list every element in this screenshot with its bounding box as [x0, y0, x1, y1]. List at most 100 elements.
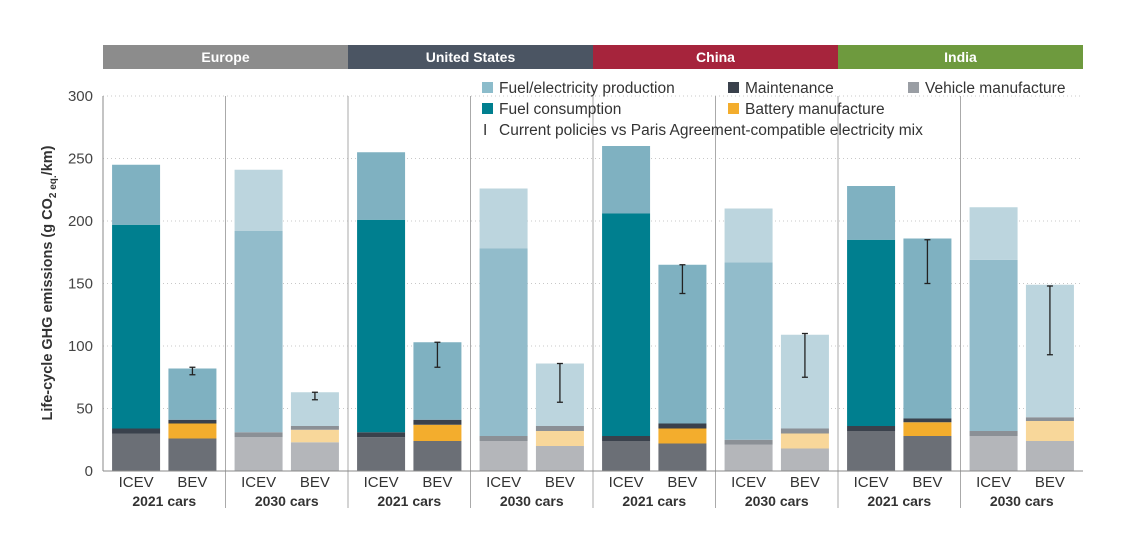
bar-segment — [112, 224, 161, 429]
group-label: 2021 cars — [867, 493, 931, 509]
x-category-label: BEV — [300, 474, 330, 491]
bar-segment — [780, 448, 829, 471]
bar-segment — [903, 418, 952, 423]
bar-segment — [479, 441, 528, 471]
x-category-label: BEV — [177, 474, 207, 491]
bar-segment — [112, 164, 161, 225]
region-label: United States — [426, 49, 516, 65]
x-category-label: BEV — [790, 474, 820, 491]
bar-segment — [479, 436, 528, 441]
bar-segment — [602, 213, 651, 436]
region-label: China — [696, 49, 735, 65]
bar-segment — [847, 239, 896, 426]
x-category-label: ICEV — [241, 474, 276, 491]
legend-label: Vehicle manufacture — [925, 80, 1065, 97]
region-header-bar — [593, 45, 838, 69]
x-category-label: ICEV — [609, 474, 644, 491]
x-category-label: ICEV — [731, 474, 766, 491]
y-axis-label-subscript: 2 eq. — [48, 175, 59, 198]
group-label: 2021 cars — [622, 493, 686, 509]
y-axis-label-text: Life-cycle GHG emissions (g CO — [40, 198, 56, 420]
x-category-label: ICEV — [486, 474, 521, 491]
group-labels: 2021 cars 2030 cars 2021 cars 2030 cars 2021… — [132, 493, 1054, 509]
bar-segment — [290, 426, 339, 430]
region-header-bar — [348, 45, 593, 69]
group-label: 2030 cars — [745, 493, 809, 509]
group-label: 2030 cars — [990, 493, 1054, 509]
legend-label: Fuel/electricity production — [499, 80, 675, 97]
x-category-labels: ICEV BEV ICEV BEV ICEV BEV ICEV BEV ICEV BEV ICEV B… — [119, 474, 1065, 491]
bars — [112, 146, 1074, 471]
x-category-label: BEV — [545, 474, 575, 491]
region-header-bar — [103, 45, 348, 69]
bar-segment — [413, 419, 462, 425]
bar-segment — [357, 432, 406, 438]
bar-segment — [168, 419, 217, 424]
bar-segment — [168, 438, 217, 471]
y-tick-label: 250 — [68, 151, 93, 168]
bar-segment — [479, 248, 528, 436]
bar-segment — [724, 439, 773, 445]
legend-label: Fuel consumption — [499, 101, 621, 118]
bar-segment — [847, 431, 896, 471]
group-label: 2030 cars — [500, 493, 564, 509]
region-label: India — [944, 49, 977, 65]
bar-segment — [234, 437, 283, 471]
bar-segment — [780, 428, 829, 434]
legend: Fuel/electricity production Maintenance Ve… — [482, 80, 1065, 139]
bar-segment — [479, 188, 528, 249]
bar-segment — [903, 436, 952, 471]
bar-segment — [234, 432, 283, 438]
y-tick-label: 100 — [68, 338, 93, 355]
region-label: Europe — [201, 49, 249, 65]
group-label: 2021 cars — [377, 493, 441, 509]
legend-swatch — [482, 82, 493, 93]
bar-segment — [357, 219, 406, 433]
bar-segment — [168, 423, 217, 439]
legend-error-marker: I — [483, 122, 487, 139]
bar-segment — [903, 422, 952, 436]
bar-segment — [357, 437, 406, 471]
legend-label: Current policies vs Paris Agreement-comp… — [499, 122, 923, 139]
bar-segment — [290, 429, 339, 443]
bar-segment — [602, 441, 651, 471]
bar-segment — [602, 146, 651, 214]
legend-label: Battery manufacture — [745, 101, 885, 118]
legend-swatch — [728, 103, 739, 114]
region-header: Europe United States China India — [103, 45, 1083, 69]
bar-segment — [357, 152, 406, 220]
bar-segment — [969, 259, 1018, 431]
group-label: 2030 cars — [255, 493, 319, 509]
bar-segment — [724, 208, 773, 263]
bar-segment — [1025, 441, 1074, 471]
x-category-label: BEV — [912, 474, 942, 491]
error-bars — [189, 239, 1053, 403]
bar-segment — [847, 186, 896, 240]
y-axis-label-unit: /km) — [40, 145, 56, 175]
bar-segment — [535, 431, 584, 446]
x-category-label: BEV — [667, 474, 697, 491]
legend-swatch — [908, 82, 919, 93]
group-dividers — [225, 96, 961, 508]
bar-segment — [847, 426, 896, 431]
axes — [102, 96, 1083, 472]
bar-segment — [413, 424, 462, 441]
legend-label: Maintenance — [745, 80, 834, 97]
bar-segment — [969, 436, 1018, 471]
x-category-label: ICEV — [854, 474, 889, 491]
legend-swatch — [728, 82, 739, 93]
x-category-label: ICEV — [119, 474, 154, 491]
bar-segment — [1025, 421, 1074, 441]
bar-segment — [658, 428, 707, 444]
x-category-label: BEV — [1035, 474, 1065, 491]
bar-segment — [602, 436, 651, 441]
bar-segment — [969, 207, 1018, 260]
bar-segment — [535, 446, 584, 471]
bar-segment — [168, 368, 217, 420]
bar-segment — [290, 442, 339, 471]
y-axis-label: Life-cycle GHG emissions (g CO2 eq./km) — [40, 145, 59, 420]
legend-swatch — [482, 103, 493, 114]
y-tick-label: 200 — [68, 213, 93, 230]
x-category-label: ICEV — [364, 474, 399, 491]
